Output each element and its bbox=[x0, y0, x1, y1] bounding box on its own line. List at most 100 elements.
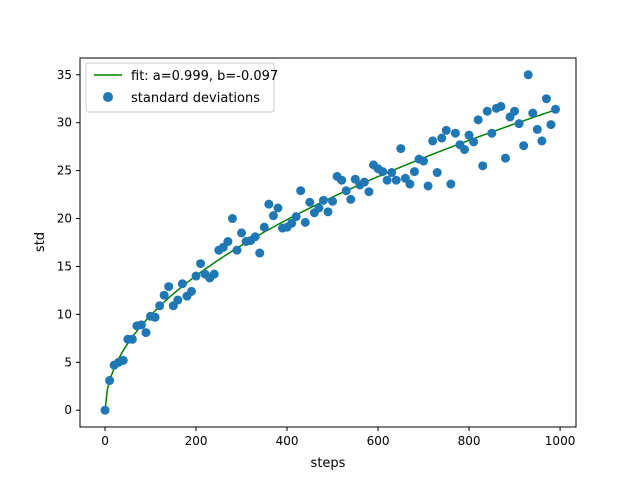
scatter-point bbox=[423, 181, 433, 191]
scatter-point bbox=[136, 320, 146, 330]
scatter-point bbox=[209, 269, 219, 279]
y-tick-label: 0 bbox=[64, 403, 72, 417]
scatter-point bbox=[314, 203, 324, 213]
scatter-point bbox=[482, 106, 492, 116]
legend-box bbox=[85, 62, 275, 113]
scatter-point bbox=[514, 119, 524, 129]
y-tick-label: 5 bbox=[64, 355, 72, 369]
scatter-point bbox=[337, 175, 347, 185]
scatter-point bbox=[541, 94, 551, 104]
scatter-point bbox=[378, 167, 388, 177]
scatter-point bbox=[409, 167, 419, 177]
x-tick-label: 400 bbox=[276, 434, 299, 448]
scatter-point bbox=[546, 120, 556, 130]
scatter-point bbox=[441, 125, 451, 135]
x-tick-label: 600 bbox=[367, 434, 390, 448]
x-tick-label: 200 bbox=[185, 434, 208, 448]
scatter-point bbox=[523, 70, 533, 80]
scatter-point bbox=[177, 279, 187, 289]
scatter-point bbox=[528, 108, 538, 118]
scatter-point bbox=[405, 179, 415, 189]
scatter-point bbox=[551, 104, 561, 114]
scatter-point bbox=[428, 136, 438, 146]
scatter-point bbox=[359, 177, 369, 187]
scatter-point bbox=[396, 144, 406, 154]
scatter-point bbox=[532, 124, 542, 134]
scatter-point bbox=[328, 196, 338, 206]
scatter-point bbox=[510, 106, 520, 116]
scatter-point bbox=[446, 179, 456, 189]
y-tick-label: 15 bbox=[57, 259, 72, 273]
scatter-point bbox=[255, 248, 265, 258]
legend-fit-label: fit: a=0.999, b=-0.097 bbox=[131, 69, 278, 84]
scatter-point bbox=[232, 245, 242, 255]
scatter-point bbox=[487, 128, 497, 138]
scatter-point bbox=[191, 271, 201, 281]
scatter-point bbox=[460, 145, 470, 155]
scatter-point bbox=[464, 130, 474, 140]
scatter-point bbox=[291, 212, 301, 222]
legend-scatter-swatch bbox=[103, 92, 113, 102]
y-axis-ticks: 0 5 10 15 20 25 30 35 bbox=[57, 68, 80, 417]
scatter-point bbox=[141, 328, 151, 338]
y-tick-label: 35 bbox=[57, 68, 72, 82]
plot-area bbox=[79, 57, 577, 428]
x-axis-ticks: 0 200 400 600 800 1000 bbox=[101, 427, 575, 448]
scatter-point bbox=[237, 228, 247, 238]
y-tick-label: 30 bbox=[57, 116, 72, 130]
y-axis-label: std bbox=[33, 232, 48, 252]
scatter-points bbox=[100, 70, 561, 415]
scatter-point bbox=[287, 218, 297, 228]
scatter-point bbox=[537, 136, 547, 146]
scatter-point bbox=[437, 133, 447, 143]
scatter-point bbox=[473, 115, 483, 125]
x-axis-label: steps bbox=[311, 456, 346, 471]
scatter-point bbox=[227, 214, 237, 224]
scatter-point bbox=[268, 211, 278, 221]
scatter-point bbox=[305, 197, 315, 207]
scatter-point bbox=[346, 194, 356, 204]
scatter-point bbox=[105, 376, 115, 386]
scatter-point bbox=[264, 199, 274, 209]
scatter-point bbox=[519, 141, 529, 151]
y-tick-label: 25 bbox=[57, 164, 72, 178]
scatter-point bbox=[478, 161, 488, 171]
scatter-point bbox=[318, 195, 328, 205]
scatter-point bbox=[323, 207, 333, 217]
scatter-point bbox=[196, 259, 206, 269]
scatter-point bbox=[186, 286, 196, 296]
scatter-point bbox=[273, 203, 283, 213]
scatter-point bbox=[223, 237, 233, 247]
scatter-point bbox=[382, 175, 392, 185]
scatter-point bbox=[496, 101, 506, 111]
scatter-point bbox=[419, 156, 429, 166]
scatter-point bbox=[469, 137, 479, 147]
y-tick-label: 20 bbox=[57, 212, 72, 226]
scatter-point bbox=[150, 312, 160, 322]
scatter-point bbox=[173, 295, 183, 305]
scatter-point bbox=[364, 187, 374, 197]
scatter-point bbox=[250, 232, 260, 242]
scatter-point bbox=[500, 153, 510, 163]
x-tick-label: 800 bbox=[458, 434, 481, 448]
scatter-point bbox=[159, 290, 169, 300]
scatter-point bbox=[296, 186, 306, 196]
scatter-point bbox=[155, 301, 165, 311]
x-tick-label: 1000 bbox=[545, 434, 576, 448]
scatter-point bbox=[450, 128, 460, 138]
legend: fit: a=0.999, b=-0.097 standard deviatio… bbox=[85, 62, 278, 113]
x-tick-label: 0 bbox=[101, 434, 109, 448]
scatter-point bbox=[164, 282, 174, 292]
scatter-point bbox=[341, 186, 351, 196]
scatter-point bbox=[391, 175, 401, 185]
scatter-point bbox=[259, 222, 269, 232]
axes-frame bbox=[79, 57, 577, 428]
scatter-point bbox=[300, 217, 310, 227]
legend-scatter-label: standard deviations bbox=[131, 91, 260, 106]
y-tick-label: 10 bbox=[57, 307, 72, 321]
scatter-point bbox=[100, 405, 110, 415]
scatter-point bbox=[432, 168, 442, 178]
scatter-point bbox=[387, 168, 397, 178]
scatter-point bbox=[118, 355, 128, 365]
